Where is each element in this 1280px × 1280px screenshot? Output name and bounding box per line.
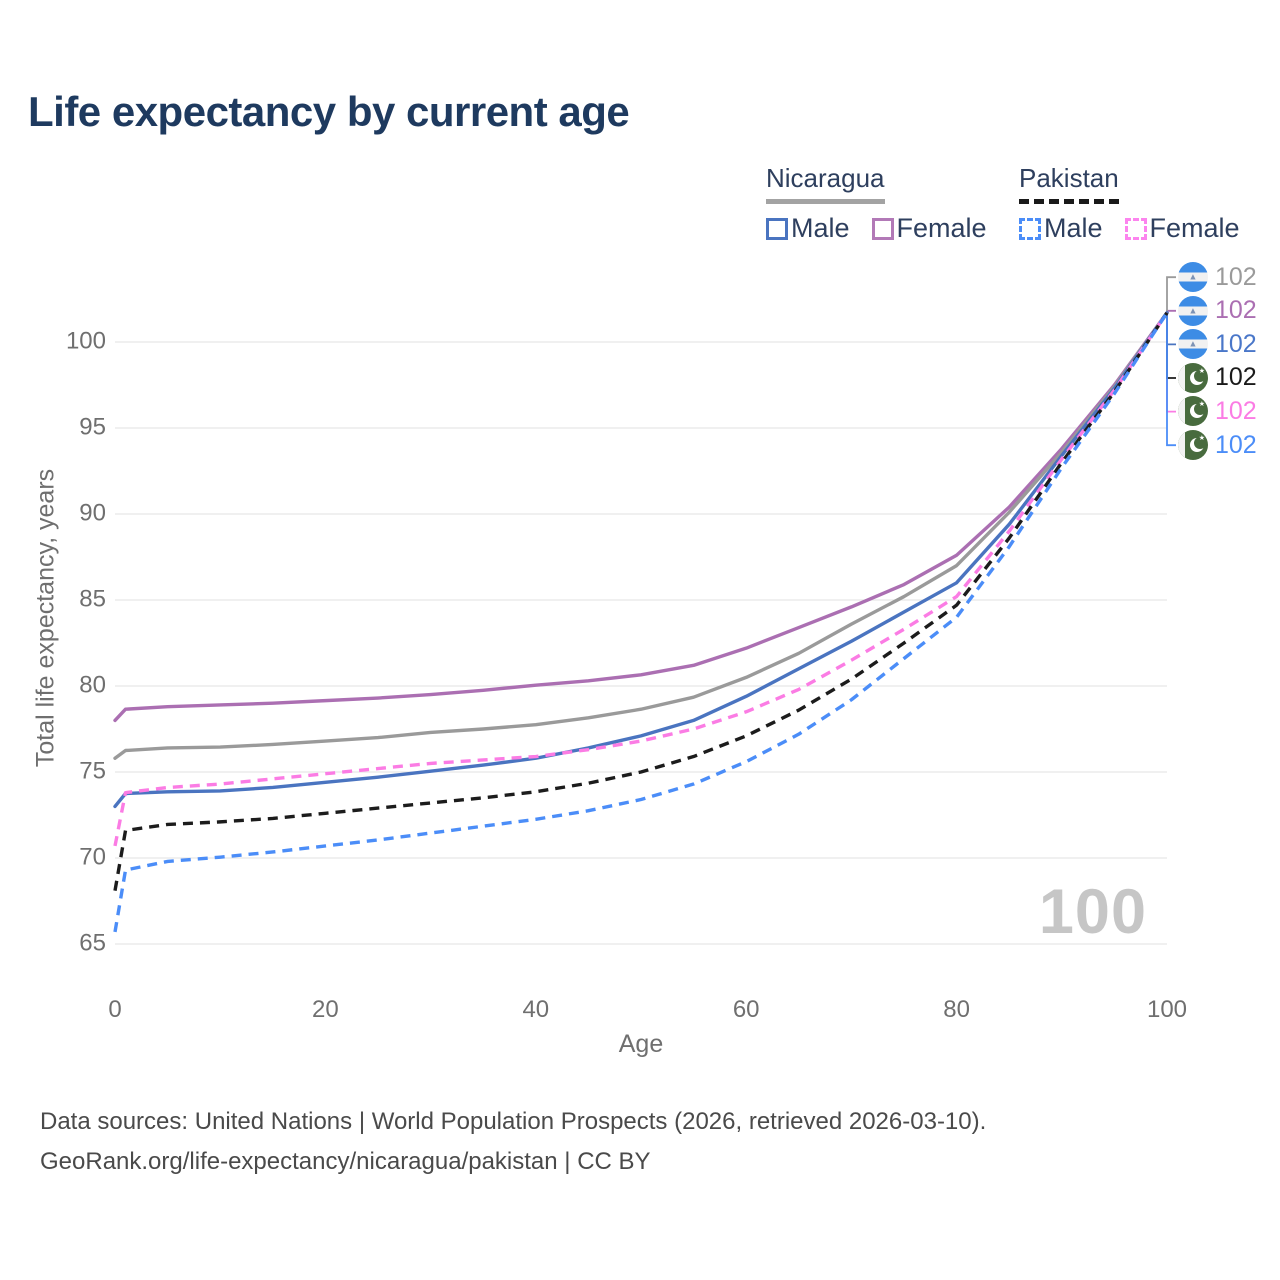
series-line-pakistan-both[interactable]: [113, 311, 1169, 891]
leader-line: [1166, 312, 1176, 379]
end-value: 102: [1215, 329, 1257, 358]
x-tick-label: 100: [1146, 996, 1188, 1023]
legend-label: Male: [1044, 213, 1103, 243]
y-tick-label: 80: [79, 671, 106, 699]
legend-country-nicaragua[interactable]: Nicaragua: [766, 163, 885, 204]
x-axis-title: Age: [618, 1030, 664, 1058]
legend-item-nicaragua-male[interactable]: Male: [766, 213, 850, 244]
pakistan-male-swatch-icon: [1019, 217, 1041, 240]
nicaragua-flag-icon: [1178, 329, 1208, 360]
series-line-nicaragua-both[interactable]: [113, 311, 1169, 760]
y-tick-label: 75: [79, 757, 106, 785]
x-tick-label: 80: [943, 996, 970, 1023]
data-sources-note: Data sources: United Nations | World Pop…: [40, 1108, 987, 1135]
legend-item-pakistan-male[interactable]: Male: [1019, 213, 1103, 244]
legend-label: Female: [896, 213, 987, 243]
series-line-nicaragua-male[interactable]: [113, 311, 1169, 809]
y-tick-label: 100: [65, 327, 106, 355]
star-icon: ★: [1198, 367, 1205, 375]
y-tick-label: 70: [79, 843, 106, 871]
star-icon: ★: [1198, 401, 1205, 409]
nicaragua-male-swatch-icon: [766, 217, 788, 240]
end-value: 102: [1215, 430, 1257, 459]
leader-line: [1166, 312, 1176, 447]
leader-line: [1166, 312, 1176, 413]
nicaragua-female-swatch-icon: [871, 217, 894, 240]
legend-country-pakistan[interactable]: Pakistan: [1019, 163, 1119, 204]
leader-line: [1166, 312, 1176, 346]
end-label-row[interactable]: 102: [1178, 329, 1257, 360]
end-value: 102: [1215, 363, 1257, 392]
y-tick-label: 90: [79, 499, 106, 527]
x-tick-label: 20: [312, 996, 339, 1023]
attribution-note: GeoRank.org/life-expectancy/nicaragua/pa…: [40, 1148, 651, 1175]
end-value: 102: [1215, 396, 1257, 425]
pakistan-female-swatch-icon: [1124, 217, 1147, 240]
legend-group-nicaragua: Nicaragua Male Female: [766, 163, 987, 244]
end-label-row[interactable]: ★ 102: [1178, 396, 1257, 427]
end-label-row[interactable]: 102: [1178, 262, 1257, 292]
hover-age-watermark: 100: [1038, 877, 1147, 947]
leader-line: [1166, 276, 1176, 313]
end-label-row[interactable]: ★ 102: [1178, 362, 1257, 393]
y-tick-label: 95: [79, 413, 106, 441]
y-tick-label: 85: [79, 585, 106, 613]
pakistan-flag-icon: ★: [1178, 396, 1208, 427]
end-label-row[interactable]: 102: [1178, 295, 1257, 326]
end-label-row[interactable]: ★ 102: [1178, 430, 1257, 460]
end-value: 102: [1215, 262, 1257, 291]
x-tick-label: 40: [522, 996, 550, 1023]
x-tick-label: 60: [732, 996, 760, 1023]
legend-item-pakistan-female[interactable]: Female: [1124, 213, 1240, 244]
series-line-nicaragua-female[interactable]: [113, 311, 1169, 723]
x-tick-label: 0: [108, 996, 122, 1023]
y-tick-label: 65: [79, 929, 106, 957]
y-axis-title: Total life expectancy, years: [31, 468, 60, 768]
series-line-pakistan-female[interactable]: [113, 311, 1169, 847]
legend-group-pakistan: Pakistan Male Female: [1019, 163, 1240, 244]
star-icon: ★: [1198, 435, 1205, 442]
end-value: 102: [1215, 296, 1257, 325]
legend-item-nicaragua-female[interactable]: Female: [871, 213, 987, 244]
legend-label: Male: [791, 213, 850, 243]
nicaragua-flag-icon: [1178, 295, 1208, 326]
series-line-pakistan-male[interactable]: [113, 311, 1169, 933]
legend-label: Female: [1149, 213, 1240, 243]
pakistan-flag-icon: ★: [1178, 430, 1208, 460]
pakistan-flag-icon: ★: [1178, 362, 1208, 393]
nicaragua-flag-icon: [1178, 262, 1208, 292]
page-title: Life expectancy by current age: [28, 88, 630, 135]
